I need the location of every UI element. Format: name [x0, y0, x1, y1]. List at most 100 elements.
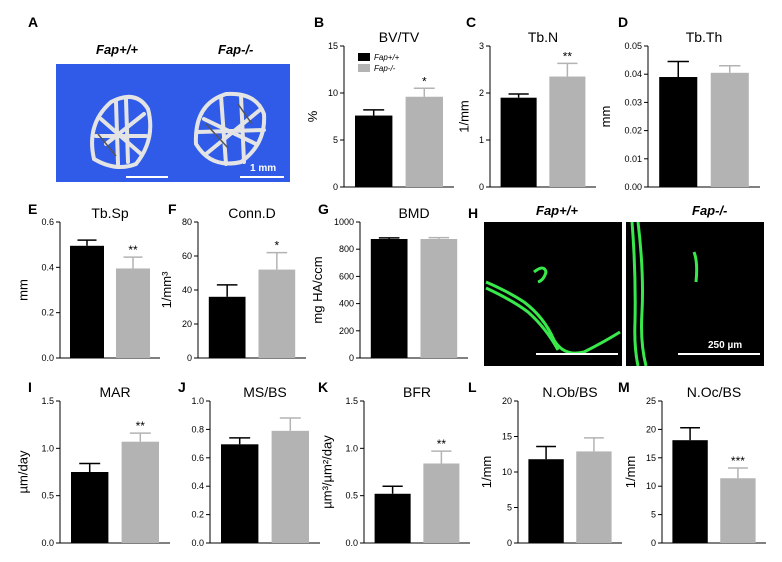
- y-tick-label-k-1: 0.5: [345, 491, 358, 501]
- panel-letter-b: B: [314, 14, 324, 30]
- y-tick-label-f-2: 40: [182, 285, 192, 295]
- y-tick-label-g-5: 1000: [334, 217, 354, 227]
- chart-title-i: MAR: [99, 384, 130, 400]
- y-tick-label-f-3: 60: [182, 251, 192, 261]
- y-tick-label-j-3: 0.6: [191, 453, 204, 463]
- chart-title-d: Tb.Th: [686, 29, 723, 45]
- microct-image: [56, 64, 290, 182]
- panel-letter-l: L: [468, 379, 477, 395]
- significance-b: *: [422, 74, 427, 88]
- y-tick-label-j-4: 0.8: [191, 424, 204, 434]
- bar-l-1: [576, 451, 612, 543]
- y-axis-label-b: %: [305, 110, 320, 122]
- y-tick-label-l-3: 15: [502, 432, 512, 442]
- bar-g-1: [420, 239, 458, 358]
- y-axis-label-l: 1/mm: [479, 456, 494, 489]
- panel-letter-h: H: [468, 205, 479, 221]
- y-tick-label-k-2: 1.0: [345, 443, 358, 453]
- y-tick-label-m-0: 0: [651, 538, 656, 548]
- bar-f-0: [208, 296, 246, 358]
- panel-letter-g: G: [318, 201, 329, 217]
- fluorescence-scale-bar-ko: [678, 353, 760, 355]
- calcein-label-wt: [485, 266, 621, 355]
- y-tick-label-m-5: 25: [646, 396, 656, 406]
- panel-letter-k: K: [318, 379, 328, 395]
- y-tick-label-d-5: 0.05: [624, 41, 642, 51]
- bar-m-0: [672, 440, 708, 543]
- y-tick-label-l-0: 0: [507, 538, 512, 548]
- significance-c: **: [563, 49, 573, 63]
- calcein-label-ko: [630, 221, 699, 367]
- chart-title-j: MS/BS: [243, 384, 287, 400]
- y-tick-label-c-1: 1: [479, 135, 484, 145]
- microct-scale-bar-right: [240, 176, 284, 178]
- y-tick-label-c-3: 3: [479, 41, 484, 51]
- y-tick-label-d-0: 0.00: [624, 182, 642, 192]
- y-tick-label-m-1: 5: [651, 510, 656, 520]
- bar-f-1: [258, 269, 296, 358]
- bar-b-1: [405, 96, 443, 187]
- bar-j-0: [221, 444, 259, 543]
- y-tick-label-c-2: 2: [479, 88, 484, 98]
- microct-ko-label: Fap-/-: [218, 42, 254, 57]
- chart-title-b: BV/TV: [379, 29, 420, 45]
- significance-k: **: [437, 437, 447, 451]
- chart-title-l: N.Ob/BS: [542, 384, 597, 400]
- chart-title-k: BFR: [403, 384, 431, 400]
- y-tick-label-j-2: 0.4: [191, 481, 204, 491]
- legend-label-b-0: Fap+/+: [374, 53, 400, 62]
- bar-e-0: [70, 245, 104, 358]
- y-axis-label-f: 1/mm³: [159, 271, 174, 309]
- y-tick-label-l-4: 20: [502, 396, 512, 406]
- y-tick-label-i-0: 0.0: [41, 538, 54, 548]
- y-tick-label-e-3: 0.6: [41, 217, 54, 227]
- y-axis-label-i: µm/day: [16, 450, 31, 493]
- y-axis-label-e: mm: [16, 279, 31, 301]
- bar-i-0: [71, 472, 109, 543]
- panel-letter-i: I: [28, 379, 32, 395]
- legend-swatch-b-0: [358, 53, 370, 61]
- y-tick-label-b-2: 10: [328, 88, 338, 98]
- y-tick-label-d-2: 0.02: [624, 126, 642, 136]
- bar-i-1: [121, 441, 159, 543]
- y-tick-label-k-3: 1.5: [345, 396, 358, 406]
- y-tick-label-f-4: 80: [182, 217, 192, 227]
- bar-d-1: [710, 72, 749, 187]
- y-tick-label-g-1: 200: [339, 326, 354, 336]
- panel-letter-e: E: [28, 201, 37, 217]
- bar-c-1: [549, 76, 586, 187]
- y-tick-label-i-2: 1.0: [41, 443, 54, 453]
- microct-wt-label: Fap+/+: [96, 42, 138, 57]
- bar-l-0: [528, 459, 564, 543]
- y-tick-label-d-4: 0.04: [624, 69, 642, 79]
- significance-f: *: [275, 239, 280, 253]
- y-tick-label-j-0: 0.0: [191, 538, 204, 548]
- chart-title-e: Tb.Sp: [91, 205, 129, 221]
- panel-letter-j: J: [178, 379, 186, 395]
- fluorescence-scale-label: 250 µm: [708, 340, 743, 351]
- significance-m: ***: [731, 454, 745, 468]
- y-tick-label-g-0: 0: [349, 353, 354, 363]
- y-tick-label-j-5: 1.0: [191, 396, 204, 406]
- y-tick-label-e-0: 0.0: [41, 353, 54, 363]
- y-axis-label-g: mg HA/ccm: [310, 256, 325, 323]
- chart-title-f: Conn.D: [228, 205, 275, 221]
- y-tick-label-g-4: 800: [339, 244, 354, 254]
- panel-letter-a: A: [28, 14, 39, 30]
- bar-g-0: [370, 239, 408, 358]
- panel-letter-c: C: [466, 14, 476, 30]
- y-axis-label-m: 1/mm: [623, 456, 638, 489]
- chart-title-c: Tb.N: [528, 29, 558, 45]
- y-tick-label-e-2: 0.4: [41, 262, 54, 272]
- y-axis-label-k: µm³/µm²/day: [320, 435, 335, 509]
- significance-i: **: [136, 419, 146, 433]
- chart-title-g: BMD: [398, 205, 429, 221]
- significance-e: **: [128, 243, 138, 257]
- panel-letter-m: M: [618, 379, 630, 395]
- y-tick-label-i-3: 1.5: [41, 396, 54, 406]
- y-tick-label-b-1: 5: [333, 135, 338, 145]
- trabecular-bone-render: [90, 91, 267, 170]
- y-tick-label-m-3: 15: [646, 453, 656, 463]
- panel-letter-d: D: [618, 14, 628, 30]
